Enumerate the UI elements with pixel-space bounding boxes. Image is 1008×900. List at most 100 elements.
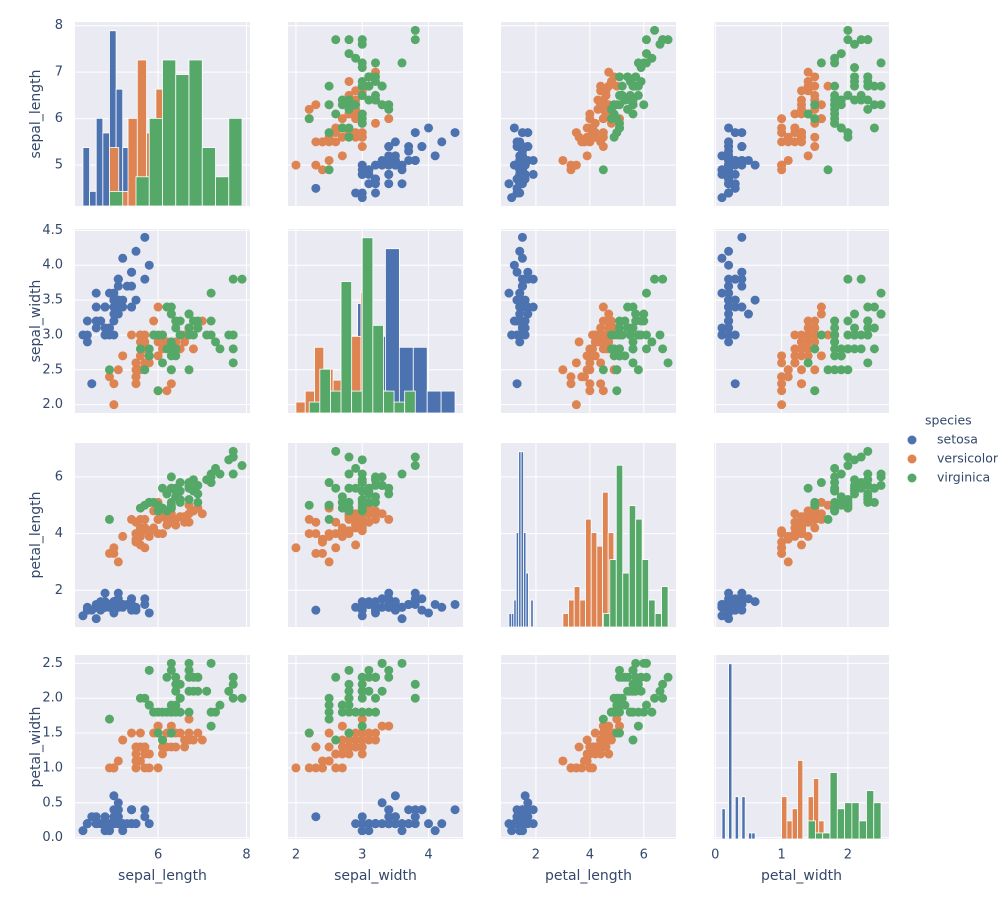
y-tick-label: 2.5 [42,362,63,377]
scatter-point [639,707,649,717]
scatter-point [109,330,119,340]
scatter-point [140,337,150,347]
scatter-point [724,146,734,156]
scatter-point [144,351,154,361]
histogram-bar [628,505,637,628]
scatter-point [351,540,361,550]
scatter-point [869,100,879,110]
scatter-point [596,379,606,389]
scatter-point [175,330,185,340]
scatter-point [615,118,625,128]
scatter-point [109,295,119,305]
scatter-point [397,58,407,68]
scatter-point [810,365,820,375]
scatter-point [127,330,137,340]
scatter-point [180,517,190,527]
scatter-point [153,763,163,773]
scatter-point [228,672,238,682]
scatter-point [724,137,734,147]
scatter-point [344,700,354,710]
scatter-point [869,81,879,91]
scatter-point [404,599,414,609]
scatter-point [566,160,576,170]
scatter-point [717,165,727,175]
scatter-point [344,742,354,752]
scatter-point [790,509,800,519]
histogram-bar [851,802,860,840]
scatter-point [324,529,334,539]
scatter-point [737,232,747,242]
scatter-point [166,665,176,675]
scatter-point [577,372,587,382]
scatter-point [830,486,840,496]
scatter-point [810,323,820,333]
scatter-point [109,309,119,319]
scatter-point [647,337,657,347]
histogram-bar [602,491,609,628]
scatter-point [590,728,600,738]
scatter-point [206,288,216,298]
scatter-point [836,469,846,479]
scatter-point [869,344,879,354]
scatter-point [78,826,88,836]
scatter-point [612,100,622,110]
scatter-point [371,58,380,68]
scatter-point [166,344,176,354]
histogram-bar [721,808,726,840]
scatter-point [371,693,380,703]
histogram-bar [602,613,611,628]
scatter-point [850,81,860,91]
scatter-point [351,520,361,530]
scatter-point [364,81,374,91]
scatter-point [357,455,367,465]
scatter-point [357,506,367,516]
scatter-point [625,95,635,105]
scatter-point [797,379,806,389]
scatter-point [571,400,581,410]
scatter-point [625,707,635,717]
scatter-point [517,805,527,815]
scatter-point [397,819,407,829]
histogram-bar [102,132,110,207]
scatter-point [512,137,522,147]
histogram-bar [340,281,353,414]
scatter-point [830,330,840,340]
scatter-point [509,123,519,133]
scatter-point [641,700,651,710]
histogram-bar [372,324,384,414]
scatter-point [628,323,638,333]
scatter-point [876,288,886,298]
scatter-point [331,123,341,133]
scatter-point [512,267,522,277]
scatter-point [184,714,194,724]
histogram-bar [741,796,746,840]
scatter-point [843,274,853,284]
scatter-point [437,602,447,612]
y-tick-label: 1.5 [42,726,63,741]
histogram-bar [135,176,150,207]
scatter-point [647,707,657,717]
histogram-bar [751,832,756,840]
scatter-point [810,81,820,91]
scatter-point [357,90,367,100]
scatter-point [317,165,327,175]
scatter-point [574,337,584,347]
scatter-point [450,599,460,609]
scatter-point [228,452,238,462]
scatter-point [615,721,625,731]
y-tick-label: 6 [55,111,63,126]
y-tick-label: 7 [55,65,63,80]
scatter-point [830,81,840,91]
scatter-point [175,693,185,703]
scatter-point [863,316,873,326]
scatter-point [615,665,625,675]
scatter-point [304,104,314,114]
scatter-point [856,452,866,462]
scatter-point [153,302,163,312]
scatter-point [104,365,114,375]
scatter-point [215,469,225,479]
scatter-point [783,365,793,375]
scatter-point [650,274,660,284]
scatter-point [816,351,826,361]
